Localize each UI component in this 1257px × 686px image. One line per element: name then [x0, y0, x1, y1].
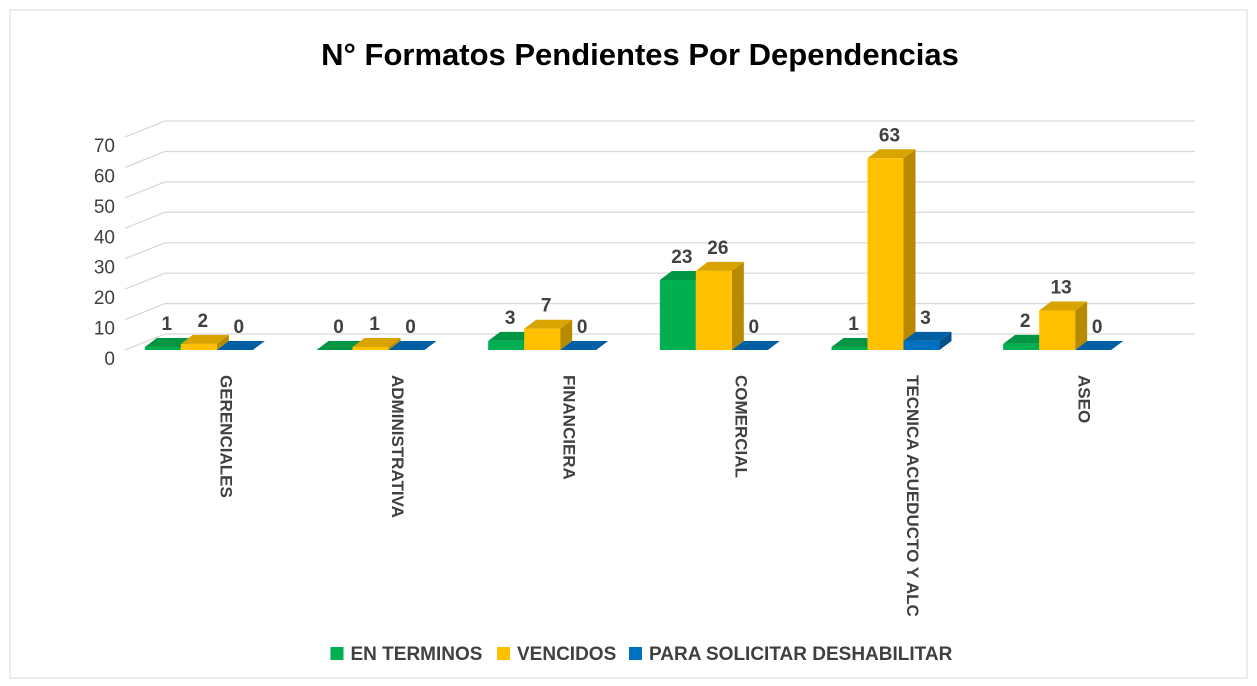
bar: [524, 328, 561, 350]
bar: [1003, 343, 1040, 350]
bar: [180, 343, 217, 350]
bar: [488, 340, 525, 350]
bar-top: [352, 337, 401, 347]
data-label: 23: [671, 247, 692, 268]
data-label: 2: [198, 311, 209, 332]
bar-side: [560, 319, 573, 350]
bar-top: [180, 334, 229, 344]
bar: [831, 346, 868, 350]
x-tick-label: FINANCIERA: [560, 375, 579, 480]
data-label: 0: [577, 317, 588, 338]
y-tick-label: 0: [104, 349, 115, 370]
legend-swatch: [629, 647, 642, 660]
y-tick-label: 30: [94, 258, 115, 279]
bar-side: [388, 337, 401, 350]
grid-line: [124, 211, 1195, 229]
chart-title: N° Formatos Pendientes Por Dependencias: [321, 37, 959, 72]
bar-side: [216, 334, 229, 350]
data-label: 26: [707, 238, 728, 259]
x-tick-label: ADMINISTRATIVA: [388, 375, 407, 518]
bar: [867, 158, 904, 350]
data-label: 7: [541, 296, 552, 317]
grid-line: [124, 120, 1195, 138]
bar-side: [939, 331, 952, 350]
data-label: 1: [162, 314, 173, 335]
y-tick-label: 10: [94, 319, 115, 340]
y-tick-label: 50: [94, 197, 115, 218]
bar: [659, 280, 696, 350]
bar-side: [903, 149, 916, 350]
grid-line: [124, 150, 1195, 169]
legend-swatch: [330, 647, 344, 660]
y-tick-label: 60: [94, 166, 115, 187]
legend-label: PARA SOLICITAR DESHABILITAR: [649, 644, 953, 665]
x-tick-label: GERENCIALES: [216, 375, 235, 498]
bar: [144, 346, 181, 350]
x-tick-label: COMERCIAL: [731, 375, 750, 478]
y-tick-label: 20: [94, 288, 115, 309]
data-label: 3: [505, 308, 516, 329]
legend-label: VENCIDOS: [517, 644, 616, 665]
x-tick-label: TECNICA ACUEDUCTO Y ALC: [903, 375, 922, 617]
grid-line: [124, 302, 1195, 321]
y-tick-label: 70: [94, 136, 115, 157]
data-label: 0: [234, 317, 245, 338]
bar-top: [524, 319, 573, 329]
data-label: 13: [1051, 277, 1072, 298]
data-label: 3: [920, 308, 931, 329]
legend-label: EN TERMINOS: [351, 644, 483, 665]
bar: [352, 346, 389, 350]
bar-top: [867, 149, 916, 159]
data-label: 0: [749, 317, 760, 338]
data-label: 0: [1092, 317, 1103, 338]
bar-top: [1075, 341, 1124, 350]
data-label: 0: [333, 317, 344, 338]
bar-side: [1075, 301, 1088, 350]
legend-swatch: [497, 647, 510, 660]
data-label: 0: [405, 317, 416, 338]
grid-line: [124, 242, 1195, 260]
data-label: 2: [1020, 311, 1031, 332]
grid-line: [124, 181, 1195, 199]
bar: [1039, 310, 1076, 350]
bar-top: [731, 341, 780, 350]
y-tick-label: 40: [94, 227, 115, 248]
bar-top: [903, 331, 952, 341]
data-label: 63: [879, 125, 900, 146]
bar-side: [731, 261, 744, 350]
bar-top: [1039, 301, 1088, 311]
data-label: 1: [848, 314, 859, 335]
bar-top: [216, 341, 265, 350]
bar: [903, 340, 940, 350]
grid-line: [124, 333, 1195, 351]
bar-top: [388, 341, 437, 350]
data-label: 1: [369, 314, 380, 335]
bar-top: [560, 341, 609, 350]
grid-line: [124, 272, 1195, 290]
bar: [695, 270, 732, 350]
x-tick-label: ASEO: [1075, 375, 1094, 423]
bar-top: [695, 261, 744, 271]
